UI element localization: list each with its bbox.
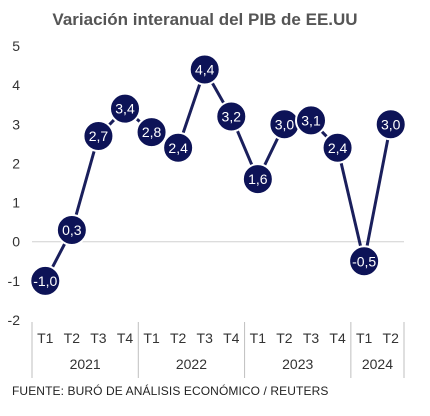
data-label: 2,7 xyxy=(89,128,109,144)
chart-title: Variación interanual del PIB de EE.UU xyxy=(52,10,357,29)
x-tick-label: T2 xyxy=(276,330,293,346)
data-point-marker xyxy=(348,245,381,278)
x-tick-label: T1 xyxy=(356,330,373,346)
data-label: 3,4 xyxy=(115,101,135,117)
x-year-label: 2023 xyxy=(282,356,313,372)
y-axis: -2 -1 0 1 2 3 4 5 xyxy=(8,38,21,328)
data-point-marker xyxy=(55,213,88,246)
x-axis: T1 T2 T3 T4 T1 T2 T3 T4 T1 T2 T3 T4 T1 T2 2021 2022 2023… xyxy=(31,322,405,378)
data-label: -0,5 xyxy=(352,253,376,269)
data-label: 3,0 xyxy=(381,116,401,132)
y-tick-label: 2 xyxy=(12,155,20,171)
y-tick-label: -1 xyxy=(8,273,21,289)
y-tick-label: 3 xyxy=(12,116,20,132)
x-tick-label: T2 xyxy=(64,330,81,346)
y-tick-label: -2 xyxy=(8,312,21,328)
data-point-marker xyxy=(162,131,195,164)
y-tick-label: 0 xyxy=(12,234,20,250)
x-tick-label: T3 xyxy=(197,330,214,346)
data-label: 2,4 xyxy=(328,140,348,156)
data-point-marker xyxy=(374,108,407,141)
data-label: 4,4 xyxy=(195,61,215,77)
y-tick-label: 1 xyxy=(12,195,20,211)
x-tick-label: T3 xyxy=(303,330,320,346)
x-year-label: 2024 xyxy=(362,356,393,372)
data-label: 2,4 xyxy=(168,140,188,156)
gdp-line-chart: Variación interanual del PIB de EE.UU -2… xyxy=(8,10,407,378)
y-tick-label: 5 xyxy=(12,38,20,54)
series-line xyxy=(43,68,393,282)
data-point-marker xyxy=(215,100,248,133)
data-point-marker xyxy=(82,120,115,153)
source-note: FUENTE: BURÓ DE ANÁLISIS ECONÓMICO / REU… xyxy=(12,384,329,398)
data-label: 1,6 xyxy=(248,171,268,187)
data-label: -1,0 xyxy=(33,273,57,289)
x-tick-label: T1 xyxy=(37,330,54,346)
x-tick-label: T4 xyxy=(117,330,134,346)
data-point-marker xyxy=(188,53,221,86)
data-point-marker xyxy=(241,163,274,196)
x-tick-label: T2 xyxy=(170,330,187,346)
data-point-marker xyxy=(29,264,62,297)
data-label: 0,3 xyxy=(62,222,82,238)
y-tick-label: 4 xyxy=(12,77,20,93)
x-year-label: 2021 xyxy=(70,356,101,372)
data-point-marker xyxy=(295,104,327,137)
x-tick-label: T3 xyxy=(90,330,107,346)
data-label: 3,1 xyxy=(301,112,321,128)
data-point-marker xyxy=(135,116,168,149)
data-point-marker xyxy=(109,92,141,125)
x-tick-label: T1 xyxy=(143,330,160,346)
data-point-marker xyxy=(321,131,354,164)
x-tick-label: T2 xyxy=(383,330,400,346)
x-tick-label: T1 xyxy=(250,330,267,346)
gdp-series: -1,0 0,3 2,7 3,4 2,8 2,4 4,4 3,2 1,6 3,0 3,1 2,4 -0,… xyxy=(29,53,407,297)
data-label: 3,0 xyxy=(275,116,295,132)
x-year-label: 2022 xyxy=(176,356,207,372)
data-label: 3,2 xyxy=(222,108,242,124)
x-tick-label: T4 xyxy=(223,330,240,346)
data-label: 2,8 xyxy=(142,124,162,140)
x-tick-label: T4 xyxy=(329,330,346,346)
